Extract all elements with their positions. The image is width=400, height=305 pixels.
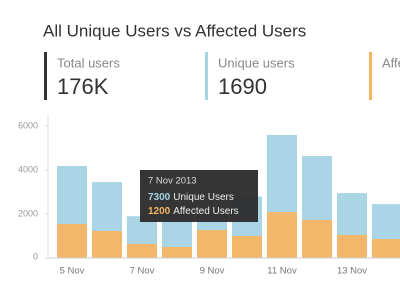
bar [57,224,87,258]
bar [127,243,157,258]
title: All Unique Users vs Affected Users [43,21,306,40]
bar [302,219,332,258]
bar [232,236,262,258]
tooltip-value: 1200 [148,206,171,217]
stat-label: Affe [382,55,400,70]
stat-value: 176K [57,74,109,99]
stat-label: Unique users [218,55,295,70]
y-tick-label: 6000 [18,120,38,130]
stat-label: Total users [57,55,120,70]
tooltip-row: 1200 Affected Users [148,206,239,217]
x-tick-label: 13 Nov [337,266,367,277]
bar [267,212,297,258]
stat-value: 1690 [218,74,267,99]
bar [197,230,227,258]
tooltip-label: Affected Users [173,206,238,217]
bar [337,234,367,258]
bar [372,239,400,258]
y-tick-label: 4000 [18,164,38,174]
bar [92,230,122,258]
tooltip-date: 7 Nov 2013 [148,176,197,187]
tooltip-box [140,170,258,222]
y-tick-label: 0 [33,251,38,261]
stat-marker [205,52,208,100]
tooltip-row: 7300 Unique Users [148,192,234,203]
tooltip-value: 7300 [148,192,171,203]
x-tick-label: 7 Nov [130,266,155,277]
x-tick-label: 11 Nov [267,266,297,277]
bar [162,247,192,258]
x-tick-label: 5 Nov [60,266,85,277]
stat-marker [369,52,372,100]
y-tick-label: 2000 [18,208,38,218]
stat-marker [44,52,47,100]
tooltip-label: Unique Users [173,192,234,203]
x-tick-label: 9 Nov [200,266,225,277]
